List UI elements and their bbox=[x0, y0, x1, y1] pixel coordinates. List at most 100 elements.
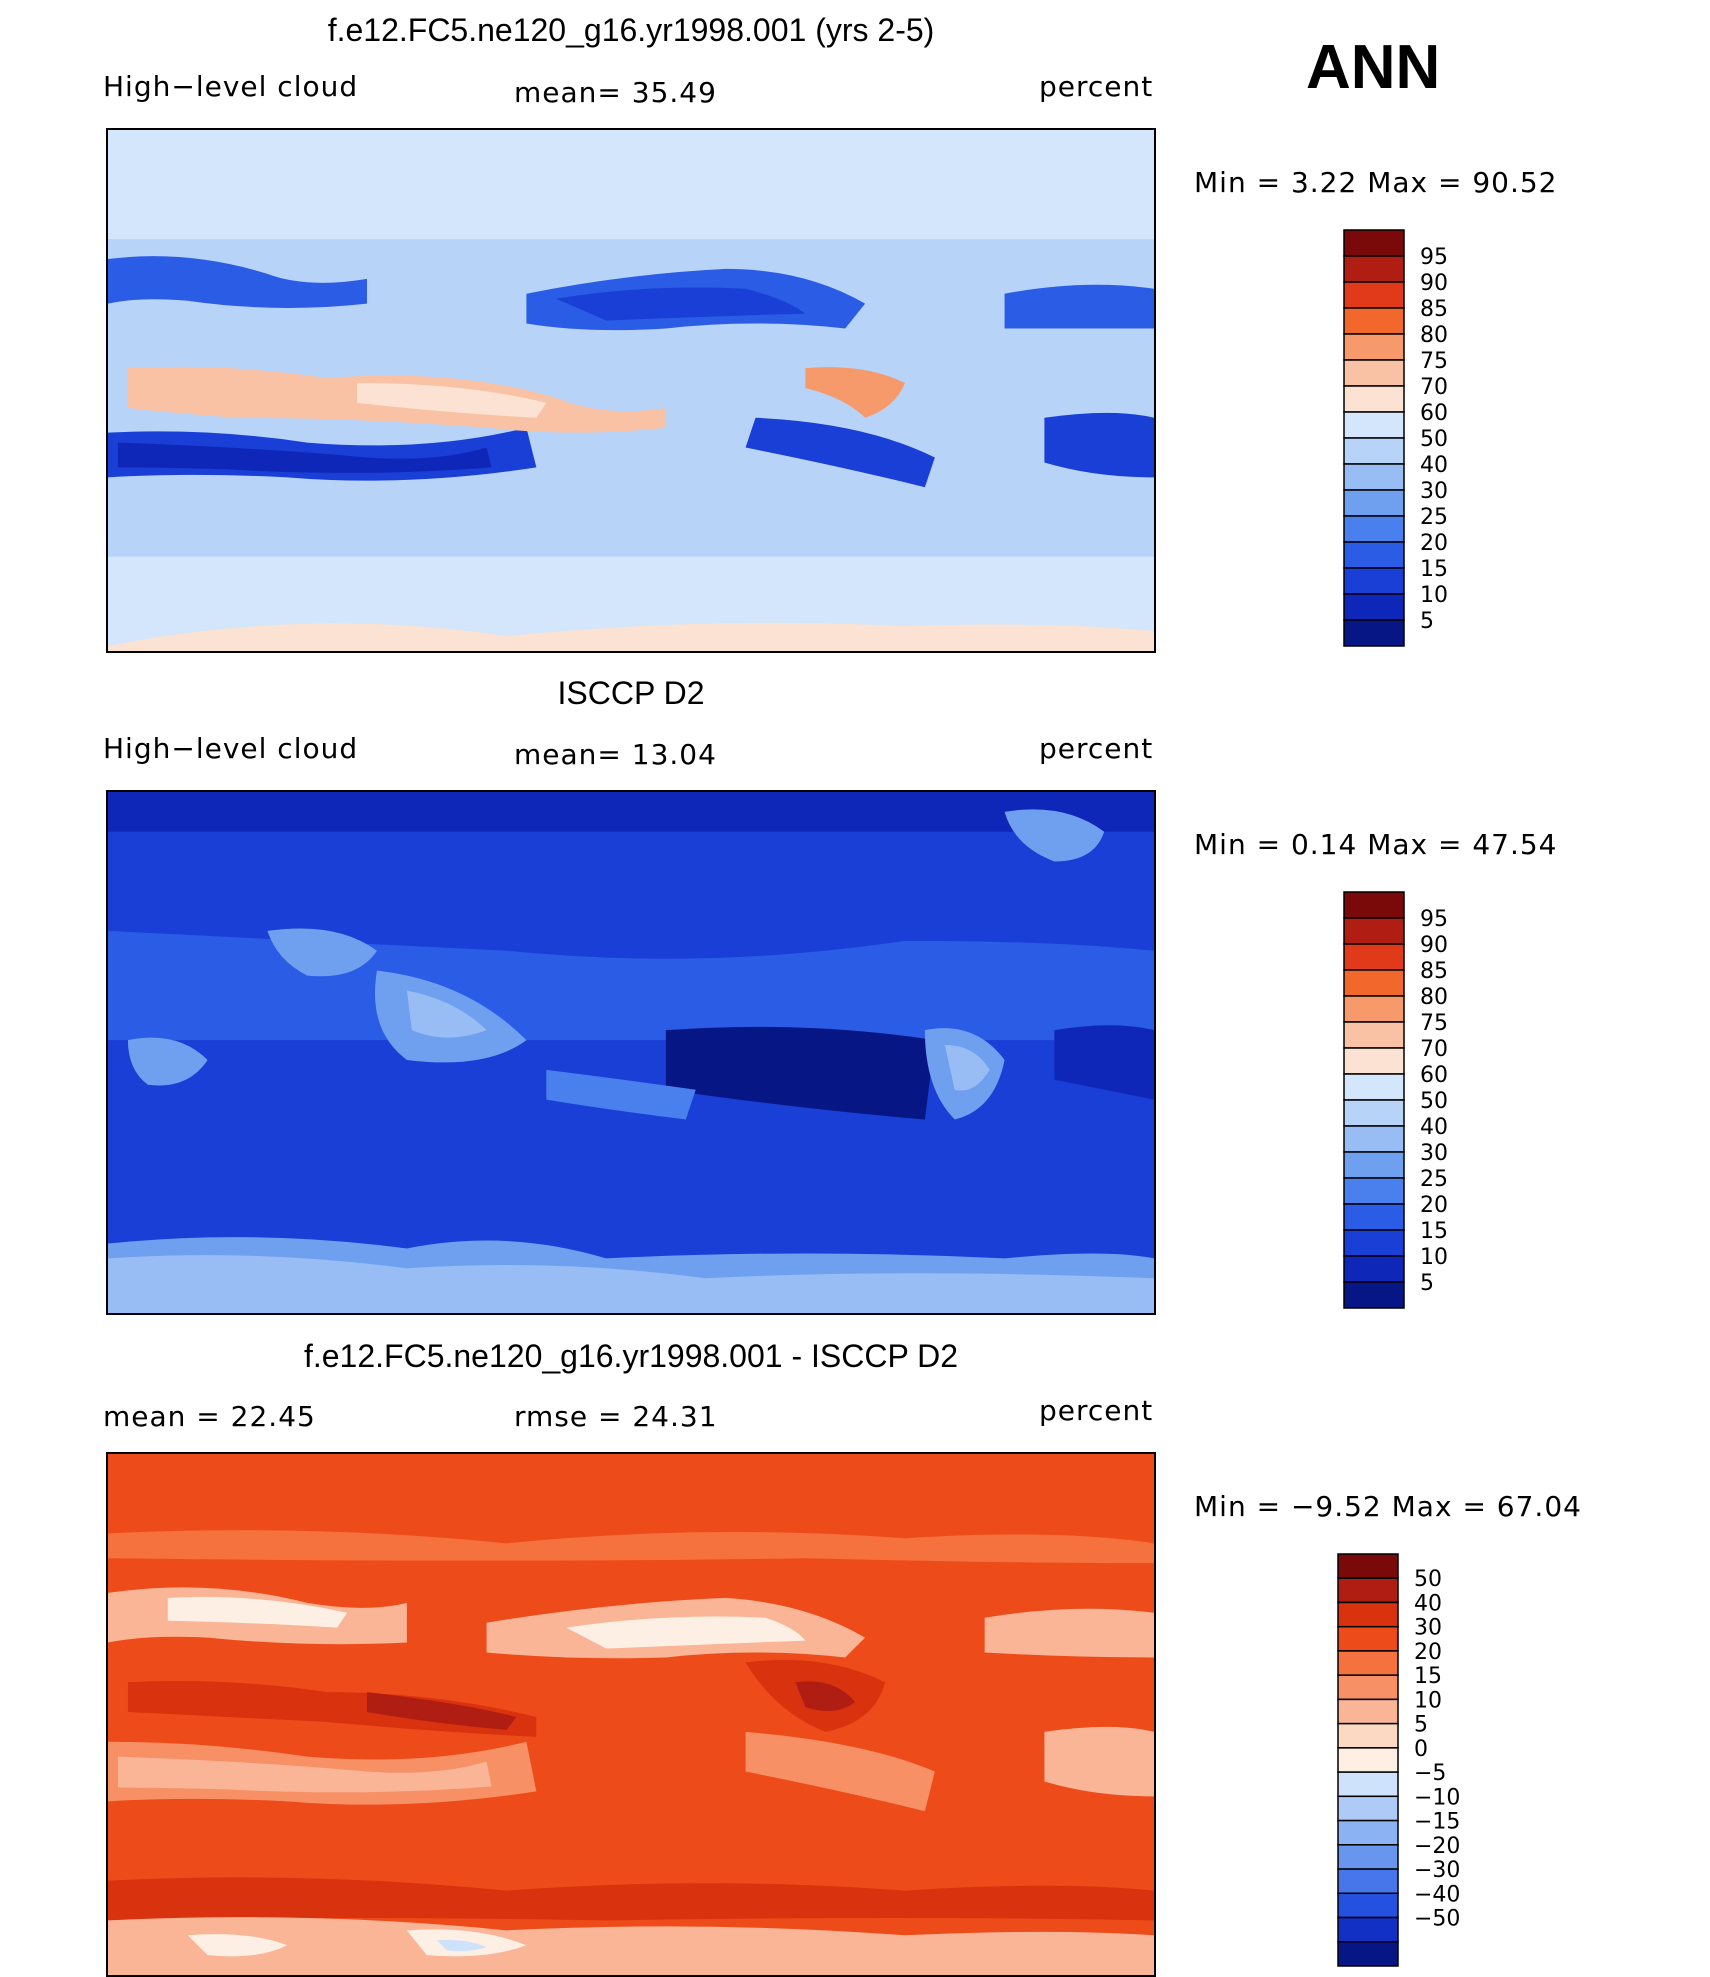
colorbar-swatch bbox=[1343, 593, 1405, 621]
colorbar-swatch bbox=[1337, 1625, 1399, 1652]
colorbar-tick-label: −15 bbox=[1414, 1810, 1460, 1835]
colorbar-obs: 95 90 85 80 75 70 60 50 40 30 25 20 15 10 5 bbox=[1340, 890, 1460, 1310]
colorbar-model: 95 90 85 80 75 70 60 50 40 30 25 20 15 10 5 bbox=[1340, 228, 1460, 648]
colorbar-tick-label: 20 bbox=[1420, 1193, 1448, 1218]
colorbar-tick-label: 5 bbox=[1420, 1271, 1434, 1296]
units-label: percent bbox=[1039, 70, 1154, 103]
colorbar-swatch bbox=[1343, 1229, 1405, 1257]
colorbar-swatch bbox=[1343, 943, 1405, 971]
colorbar-tick-label: 15 bbox=[1414, 1664, 1442, 1689]
colorbar-tick-label: 20 bbox=[1420, 531, 1448, 556]
colorbar-swatch bbox=[1337, 1771, 1399, 1798]
colorbar-tick-label: 85 bbox=[1420, 297, 1448, 322]
colorbar-swatch bbox=[1337, 1722, 1399, 1749]
map-diff-svg bbox=[108, 1454, 1154, 1975]
colorbar-tick-label: 15 bbox=[1420, 1219, 1448, 1244]
colorbar-swatch bbox=[1343, 995, 1405, 1023]
variable-label: High−level cloud bbox=[103, 732, 359, 765]
colorbar-swatch bbox=[1343, 385, 1405, 413]
colorbar-swatch bbox=[1343, 1151, 1405, 1179]
colorbar-swatch bbox=[1343, 1099, 1405, 1127]
colorbar-swatch bbox=[1343, 333, 1405, 361]
colorbar-swatch bbox=[1337, 1819, 1399, 1846]
panel-title: ISCCP D2 bbox=[557, 675, 705, 711]
colorbar-swatch bbox=[1343, 359, 1405, 387]
season-label: ANN bbox=[1306, 33, 1441, 102]
colorbar-swatch bbox=[1337, 1650, 1399, 1676]
colorbar-tick-label: 75 bbox=[1420, 349, 1448, 374]
units-label: percent bbox=[1039, 1394, 1154, 1427]
colorbar-swatch bbox=[1343, 1281, 1405, 1309]
mean-label: mean= 35.49 bbox=[514, 76, 717, 109]
colorbar-tick-label: 80 bbox=[1420, 323, 1448, 348]
colorbar-tick-label: 60 bbox=[1420, 1063, 1448, 1088]
colorbar-swatch bbox=[1343, 255, 1405, 283]
colorbar-swatch bbox=[1343, 969, 1405, 997]
colorbar-swatch bbox=[1343, 1255, 1405, 1283]
colorbar-swatch bbox=[1343, 1073, 1405, 1101]
colorbar-swatch bbox=[1343, 917, 1405, 945]
colorbar-swatch bbox=[1343, 515, 1405, 543]
colorbar-swatch bbox=[1337, 1916, 1399, 1943]
colorbar-swatch bbox=[1343, 229, 1405, 257]
colorbar-swatch bbox=[1343, 1177, 1405, 1205]
map-obs-svg bbox=[108, 792, 1154, 1313]
minmax-label: Min = 3.22 Max = 90.52 bbox=[1194, 166, 1558, 199]
colorbar-swatch bbox=[1337, 1795, 1399, 1822]
colorbar-tick-label: 15 bbox=[1420, 557, 1448, 582]
variable-label: High−level cloud bbox=[103, 70, 359, 103]
colorbar-tick-label: 40 bbox=[1414, 1591, 1442, 1616]
colorbar-tick-label: 90 bbox=[1420, 271, 1448, 296]
colorbar-tick-label: 75 bbox=[1420, 1011, 1448, 1036]
colorbar-tick-label: −20 bbox=[1414, 1834, 1460, 1859]
colorbar-swatch bbox=[1343, 1125, 1405, 1153]
colorbar-swatch bbox=[1337, 1892, 1399, 1919]
colorbar-swatch bbox=[1337, 1674, 1399, 1701]
colorbar-tick-label: 95 bbox=[1420, 245, 1448, 270]
map-model bbox=[106, 128, 1156, 653]
colorbar-tick-label: 95 bbox=[1420, 907, 1448, 932]
map-model-svg bbox=[108, 130, 1154, 651]
colorbar-tick-label: 70 bbox=[1420, 375, 1448, 400]
colorbar-tick-label: 10 bbox=[1420, 1245, 1448, 1270]
colorbar-tick-label: 70 bbox=[1420, 1037, 1448, 1062]
colorbar-swatch bbox=[1337, 1941, 1399, 1967]
colorbar-tick-label: 85 bbox=[1420, 959, 1448, 984]
colorbar-swatch bbox=[1337, 1844, 1399, 1870]
colorbar-swatch bbox=[1343, 307, 1405, 335]
colorbar-tick-label: 25 bbox=[1420, 1167, 1448, 1192]
map-diff bbox=[106, 1452, 1156, 1977]
panel-title: f.e12.FC5.ne120_g16.yr1998.001 (yrs 2-5) bbox=[327, 12, 935, 48]
mean-label: mean= 13.04 bbox=[514, 738, 717, 771]
mean-label: mean = 22.45 bbox=[103, 1400, 316, 1433]
colorbar-swatch bbox=[1337, 1698, 1399, 1725]
colorbar-swatch bbox=[1337, 1577, 1399, 1604]
colorbar-swatch bbox=[1337, 1868, 1399, 1895]
colorbar-diff: 50 40 30 20 15 10 5 0 −5 −10 −15 −20 −30 −40 −50 bbox=[1334, 1552, 1464, 1968]
colorbar-tick-label: −30 bbox=[1414, 1858, 1460, 1883]
colorbar-swatch bbox=[1337, 1553, 1399, 1579]
colorbar-tick-label: 50 bbox=[1414, 1567, 1442, 1592]
minmax-label: Min = −9.52 Max = 67.04 bbox=[1194, 1490, 1582, 1523]
colorbar-swatch bbox=[1343, 463, 1405, 491]
colorbar-tick-label: 10 bbox=[1414, 1688, 1442, 1713]
colorbar-swatch bbox=[1343, 619, 1405, 647]
minmax-label: Min = 0.14 Max = 47.54 bbox=[1194, 828, 1558, 861]
colorbar-tick-label: 30 bbox=[1420, 1141, 1448, 1166]
colorbar-tick-label: 80 bbox=[1420, 985, 1448, 1010]
colorbar-tick-label: −40 bbox=[1414, 1882, 1460, 1907]
colorbar-tick-label: 90 bbox=[1420, 933, 1448, 958]
colorbar-tick-label: 50 bbox=[1420, 1089, 1448, 1114]
panel-title: f.e12.FC5.ne120_g16.yr1998.001 - ISCCP D… bbox=[303, 1338, 959, 1374]
map-obs bbox=[106, 790, 1156, 1315]
colorbar-swatch bbox=[1343, 411, 1405, 439]
colorbar-tick-label: 5 bbox=[1414, 1713, 1428, 1738]
colorbar-swatch bbox=[1343, 437, 1405, 465]
units-label: percent bbox=[1039, 732, 1154, 765]
colorbar-tick-label: 40 bbox=[1420, 453, 1448, 478]
colorbar-swatch bbox=[1343, 281, 1405, 309]
colorbar-tick-label: −10 bbox=[1414, 1785, 1460, 1810]
colorbar-tick-label: 30 bbox=[1414, 1616, 1442, 1641]
